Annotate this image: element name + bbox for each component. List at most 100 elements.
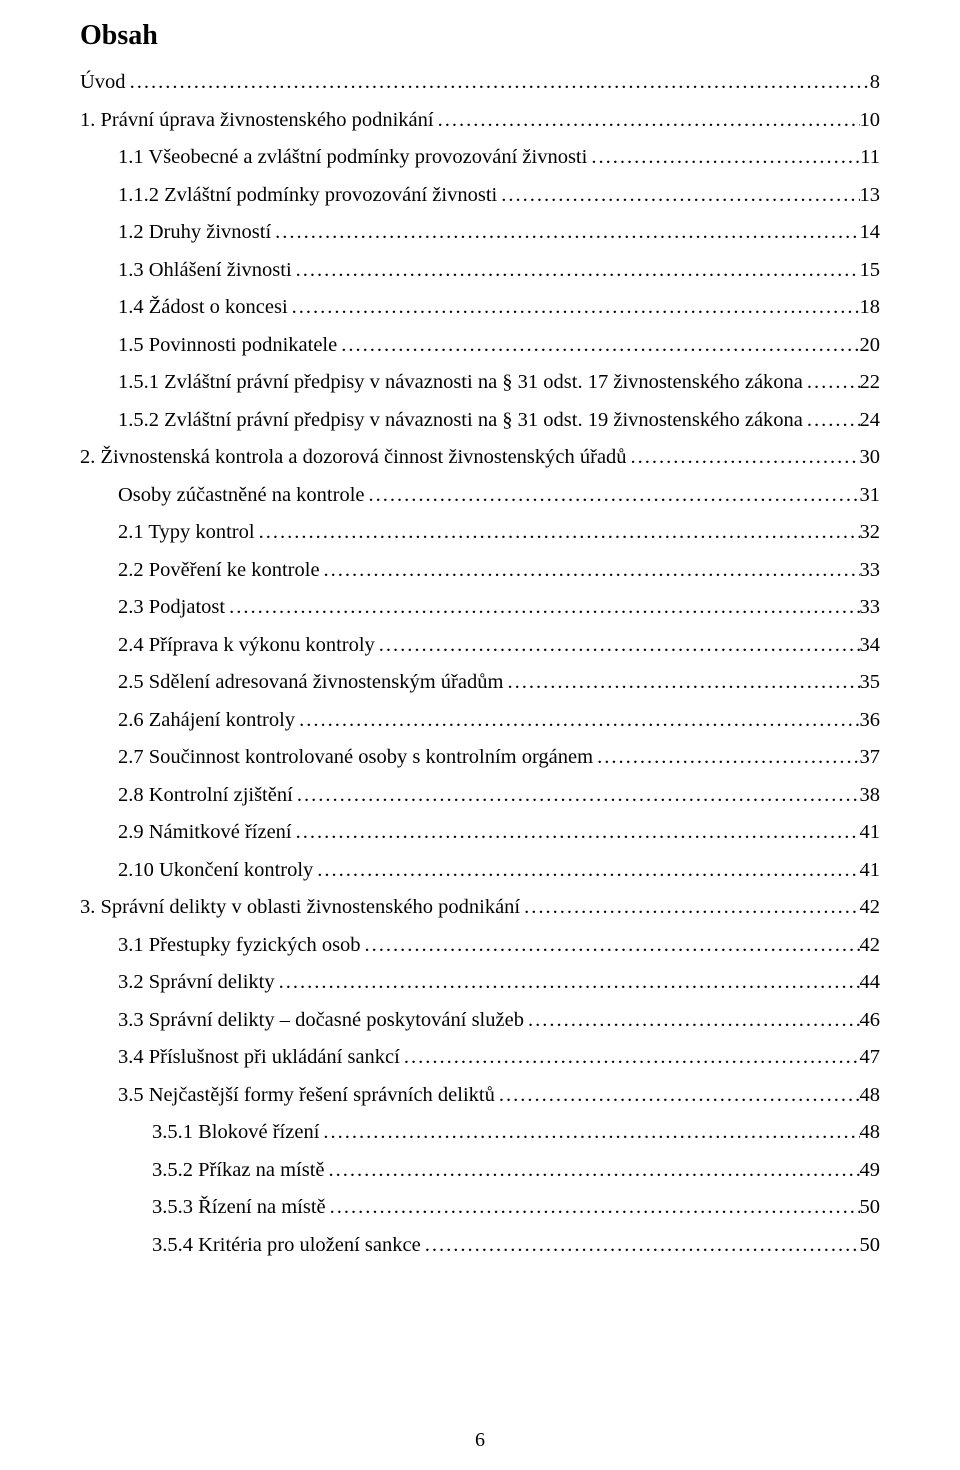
toc-entry[interactable]: 3.4 Příslušnost při ukládání sankcí47 (80, 1047, 880, 1068)
toc-leader-dots (520, 897, 859, 918)
toc-entry[interactable]: 1.5 Povinnosti podnikatele 20 (80, 335, 880, 356)
toc-entry-label: 1.5 Povinnosti podnikatele (118, 335, 337, 356)
toc-entry[interactable]: 3.2 Správní delikty44 (80, 972, 880, 993)
toc-entry[interactable]: 2.9 Námitkové řízení 41 (80, 822, 880, 843)
toc-entry[interactable]: 2.8 Kontrolní zjištění38 (80, 785, 880, 806)
toc-leader-dots (293, 785, 860, 806)
toc-leader-dots (593, 747, 859, 768)
toc-entry-label: 2.8 Kontrolní zjištění (118, 785, 293, 806)
toc-entry-label: 1.2 Druhy živností (118, 222, 271, 243)
toc-entry-page: 20 (860, 335, 881, 356)
toc-entry-page: 15 (860, 260, 881, 281)
toc-entry[interactable]: 1. Právní úprava živnostenského podnikán… (80, 110, 880, 131)
toc-leader-dots (325, 1160, 860, 1181)
toc-entry-page: 30 (860, 447, 881, 468)
toc-entry-label: 1.5.1 Zvláštní právní předpisy v návazno… (118, 372, 803, 393)
toc-entry[interactable]: 1.4 Žádost o koncesi 18 (80, 297, 880, 318)
toc-entry[interactable]: 1.5.1 Zvláštní právní předpisy v návazno… (80, 372, 880, 393)
toc-leader-dots (337, 335, 859, 356)
toc-entry-page: 35 (860, 672, 881, 693)
toc-entry-label: 1.1 Všeobecné a zvláštní podmínky provoz… (118, 147, 587, 168)
toc-entry[interactable]: 2.7 Součinnost kontrolované osoby s kont… (80, 747, 880, 768)
toc-entry-label: 1.4 Žádost o koncesi (118, 297, 288, 318)
toc-entry[interactable]: 3.5 Nejčastější formy řešení správních d… (80, 1085, 880, 1106)
toc-entry-page: 48 (860, 1085, 881, 1106)
toc-entry-page: 14 (860, 222, 881, 243)
toc-entry[interactable]: 2.4 Příprava k výkonu kontroly 34 (80, 635, 880, 656)
toc-leader-dots (275, 972, 860, 993)
toc-entry-label: 3.1 Přestupky fyzických osob (118, 935, 361, 956)
toc-entry[interactable]: Osoby zúčastněné na kontrole31 (80, 485, 880, 506)
toc-leader-dots (295, 710, 859, 731)
toc-leader-dots (421, 1235, 860, 1256)
toc-entry[interactable]: 1.2 Druhy živností 14 (80, 222, 880, 243)
toc-leader-dots (503, 672, 859, 693)
toc-entry-page: 36 (860, 710, 881, 731)
toc-entry[interactable]: 3. Správní delikty v oblasti živnostensk… (80, 897, 880, 918)
toc-entry-page: 46 (860, 1010, 881, 1031)
toc-entry[interactable]: 3.5.2 Příkaz na místě49 (80, 1160, 880, 1181)
toc-entry[interactable]: 2.3 Podjatost33 (80, 597, 880, 618)
toc-entry[interactable]: 1.3 Ohlášení živnosti 15 (80, 260, 880, 281)
toc-entry[interactable]: 2.6 Zahájení kontroly36 (80, 710, 880, 731)
toc-entry[interactable]: 1.5.2 Zvláštní právní předpisy v návazno… (80, 410, 880, 431)
toc-entry-page: 42 (860, 935, 881, 956)
toc-leader-dots (271, 222, 859, 243)
toc-entry[interactable]: 2.2 Pověření ke kontrole33 (80, 560, 880, 581)
toc-leader-dots (375, 635, 860, 656)
toc-entry[interactable]: 2.1 Typy kontrol32 (80, 522, 880, 543)
toc-entry-page: 34 (860, 635, 881, 656)
toc-entry-page: 31 (860, 485, 881, 506)
toc-entry[interactable]: 1.1 Všeobecné a zvláštní podmínky provoz… (80, 147, 880, 168)
toc-leader-dots (313, 860, 859, 881)
toc-entry-page: 33 (860, 560, 881, 581)
toc-leader-dots (320, 560, 860, 581)
toc-leader-dots (126, 72, 870, 93)
toc-entry-page: 41 (860, 860, 881, 881)
toc-leader-dots (400, 1047, 860, 1068)
toc-leader-dots (319, 1122, 859, 1143)
toc-leader-dots (255, 522, 860, 543)
toc-entry-label: 1. Právní úprava živnostenského podnikán… (80, 110, 434, 131)
toc-leader-dots (292, 822, 860, 843)
toc-entry[interactable]: 3.1 Přestupky fyzických osob 42 (80, 935, 880, 956)
toc-entry-page: 24 (860, 410, 881, 431)
toc-leader-dots (326, 1197, 860, 1218)
toc-entry[interactable]: 3.5.3 Řízení na místě50 (80, 1197, 880, 1218)
toc-leader-dots (497, 185, 859, 206)
toc-leader-dots (434, 110, 860, 131)
page-number: 6 (0, 1429, 960, 1452)
toc-entry-page: 18 (860, 297, 881, 318)
document-page: Obsah Úvod81. Právní úprava živnostenské… (0, 0, 960, 1470)
toc-leader-dots (365, 485, 860, 506)
toc-entry-label: 3.5.4 Kritéria pro uložení sankce (152, 1235, 421, 1256)
toc-entry-label: Úvod (80, 72, 126, 93)
toc-entry-page: 8 (870, 72, 880, 93)
toc-entry-label: 2.10 Ukončení kontroly (118, 860, 313, 881)
toc-entry-label: 3.5.2 Příkaz na místě (152, 1160, 325, 1181)
toc-entry-label: 3. Správní delikty v oblasti živnostensk… (80, 897, 520, 918)
toc-entry-page: 50 (860, 1235, 881, 1256)
toc-entry-label: 2.7 Součinnost kontrolované osoby s kont… (118, 747, 593, 768)
toc-entry-label: 2.9 Námitkové řízení (118, 822, 292, 843)
toc-entry-page: 37 (860, 747, 881, 768)
toc-entry[interactable]: 2.5 Sdělení adresovaná živnostenským úřa… (80, 672, 880, 693)
toc-entry[interactable]: 3.5.1 Blokové řízení48 (80, 1122, 880, 1143)
toc-entry[interactable]: 2. Živnostenská kontrola a dozorová činn… (80, 447, 880, 468)
toc-entry-page: 48 (860, 1122, 881, 1143)
toc-entry[interactable]: 1.1.2 Zvláštní podmínky provozování živn… (80, 185, 880, 206)
toc-entry-label: 1.3 Ohlášení živnosti (118, 260, 292, 281)
toc-entry[interactable]: Úvod 8 (80, 72, 880, 93)
toc-entry-page: 33 (860, 597, 881, 618)
toc-leader-dots (292, 260, 860, 281)
toc-entry[interactable]: 3.3 Správní delikty – dočasné poskytován… (80, 1010, 880, 1031)
toc-entry-label: 2. Živnostenská kontrola a dozorová činn… (80, 447, 627, 468)
toc-entry-label: 3.3 Správní delikty – dočasné poskytován… (118, 1010, 524, 1031)
toc-entry-page: 41 (860, 822, 881, 843)
toc-leader-dots (524, 1010, 860, 1031)
toc-entry-page: 22 (860, 372, 881, 393)
toc-entry[interactable]: 2.10 Ukončení kontroly 41 (80, 860, 880, 881)
toc-entry[interactable]: 3.5.4 Kritéria pro uložení sankce 50 (80, 1235, 880, 1256)
toc-entry-label: 2.4 Příprava k výkonu kontroly (118, 635, 375, 656)
toc-entry-label: 1.1.2 Zvláštní podmínky provozování živn… (118, 185, 497, 206)
